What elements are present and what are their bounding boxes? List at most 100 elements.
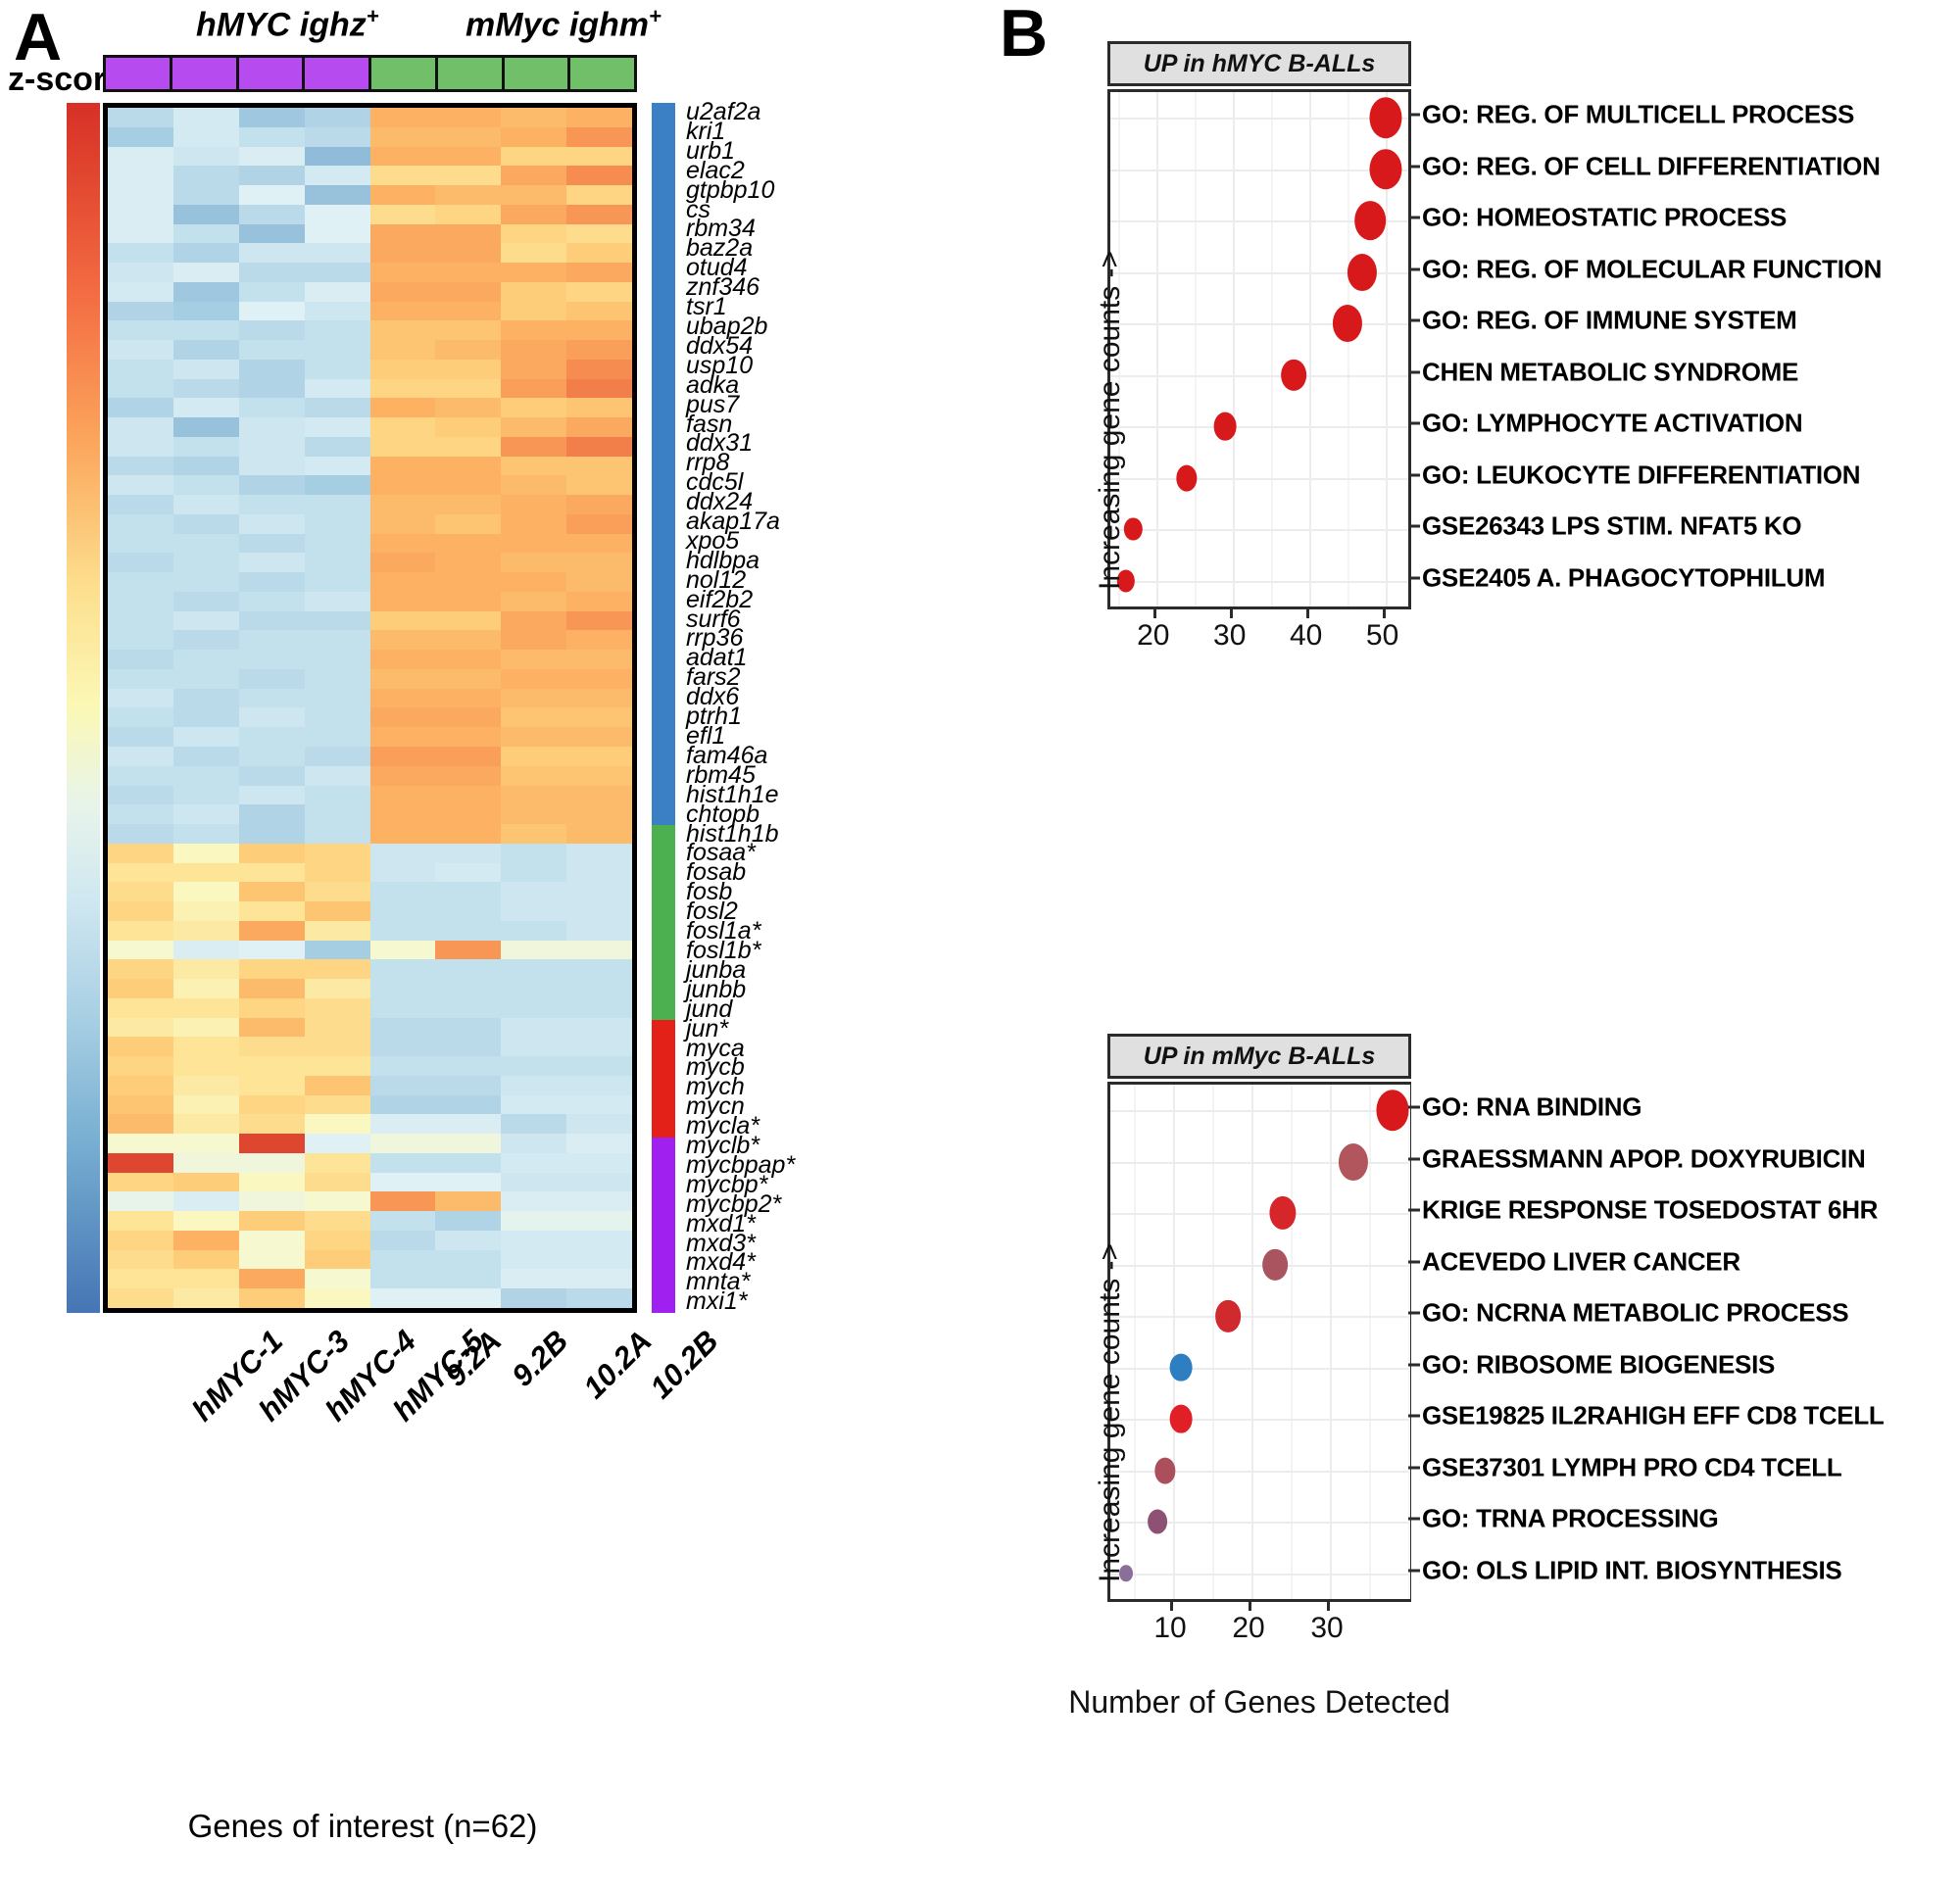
dotplot-point[interactable] [1369,148,1402,190]
heatmap-cell [566,533,632,554]
heatmap-cell [172,340,239,360]
heatmap-cell [369,707,436,728]
heatmap-cell [172,997,239,1018]
gene-label: akap17a [686,508,780,536]
heatmap-cell [238,1114,305,1135]
heatmap-cell [369,901,436,921]
heatmap-cell [172,301,239,321]
heatmap-cell [238,281,305,302]
heatmap-cell [501,630,567,651]
dotplot-point[interactable] [1119,1564,1133,1582]
heatmap-cell [304,940,370,960]
gene-label: ddx54 [686,331,754,360]
heatmap-cell [172,1211,239,1231]
heatmap-cell [435,804,502,825]
dotplot-point[interactable] [1176,464,1198,492]
dotplot-point[interactable] [1148,1509,1167,1534]
heatmap-cell [369,359,436,379]
heatmap-cell [108,417,173,437]
heatmap-cell [435,223,502,244]
heatmap-cell [172,804,239,825]
heatmap-cell [172,320,239,341]
gene-label-list: u2af2a kri1 urb1 elac2 gtpbp10 cs rbm34 baz2a ot… [686,100,1009,1314]
dotplot-point[interactable] [1281,359,1306,391]
dotplot-point[interactable] [1354,201,1386,241]
term-label: GSE26343 LPS STIM. NFAT5 KO [1422,510,1802,541]
heatmap-cell [304,475,370,496]
heatmap-cell [172,1269,239,1289]
heatmap-cell [435,166,502,186]
heatmap-cell [172,1037,239,1057]
heatmap-cell [304,1075,370,1095]
gene-label: baz2a [686,234,754,263]
dotplot-point[interactable] [1369,97,1402,139]
dotplot-point[interactable] [1269,1196,1297,1231]
heatmap-cell [566,378,632,399]
heatmap-cell [369,1230,436,1250]
heatmap-cell [238,1075,305,1095]
heatmap-cell [501,862,567,883]
heatmap-cell [369,436,436,457]
group-title-mmyc: mMyc ighm+ [466,4,662,44]
heatmap-cell [304,804,370,825]
heatmap-cell [238,417,305,437]
heatmap-cell [435,301,502,321]
heatmap-cell [435,785,502,805]
gene-label: kri1 [686,117,726,145]
heatmap-cell [304,959,370,980]
heatmap-cell [369,824,436,844]
dotplot-point[interactable] [1116,569,1135,593]
heatmap-cell [108,862,173,883]
heatmap-cell [566,997,632,1018]
gene-label: mxd3* [686,1229,756,1257]
gene-module-block [652,1137,675,1313]
dotplot-point[interactable] [1332,305,1362,343]
dotplot-point[interactable] [1376,1090,1409,1132]
heatmap-cell [566,707,632,728]
gene-label: rbm34 [686,215,756,243]
dotplot-point[interactable] [1124,517,1143,541]
dotplot-point[interactable] [1154,1457,1176,1484]
heatmap-cell [566,263,632,282]
gridline-horizontal [1110,1161,1408,1164]
heatmap-cell [369,1172,436,1192]
heatmap-cell [108,398,173,418]
term-tick-mark [1408,267,1420,271]
heatmap-cell [304,747,370,766]
term-tick-mark [1408,1157,1420,1161]
dotplot-point[interactable] [1169,1353,1193,1382]
heatmap-cell [369,281,436,302]
sample-group-cell [437,58,505,89]
panel-a-letter: A [14,0,63,74]
gene-label: junbb [686,975,747,1003]
heatmap-cell [501,1230,567,1250]
gene-label: xpo5 [686,526,740,555]
dotplot-point[interactable] [1348,253,1378,291]
heatmap-cell [566,843,632,863]
sample-group-cell [570,58,634,89]
heatmap-cell [172,126,239,147]
heatmap-cell [108,1114,173,1135]
heatmap-cell [566,1075,632,1095]
heatmap-cell [435,1152,502,1173]
heatmap-cell [304,436,370,457]
heatmap-cell [304,1017,370,1038]
heatmap-cell [108,630,173,651]
heatmap-cell [501,747,567,766]
heatmap-cell [238,668,305,689]
heatmap-cell [566,495,632,514]
heatmap-cell [304,1114,370,1135]
heatmap-cell [108,979,173,998]
dotplot-point[interactable] [1169,1404,1193,1433]
heatmap-cell [172,1114,239,1135]
dotplot-point[interactable] [1213,412,1237,441]
heatmap-cell [501,185,567,205]
heatmap-cell [172,495,239,514]
dotplot-point[interactable] [1338,1142,1369,1181]
gene-module-block [652,1020,675,1138]
dotplot-point[interactable] [1262,1248,1288,1281]
dotplot-point[interactable] [1215,1300,1241,1333]
gene-label: cdc5l [686,468,744,497]
heatmap-cell [172,146,239,167]
heatmap-cell [501,204,567,224]
